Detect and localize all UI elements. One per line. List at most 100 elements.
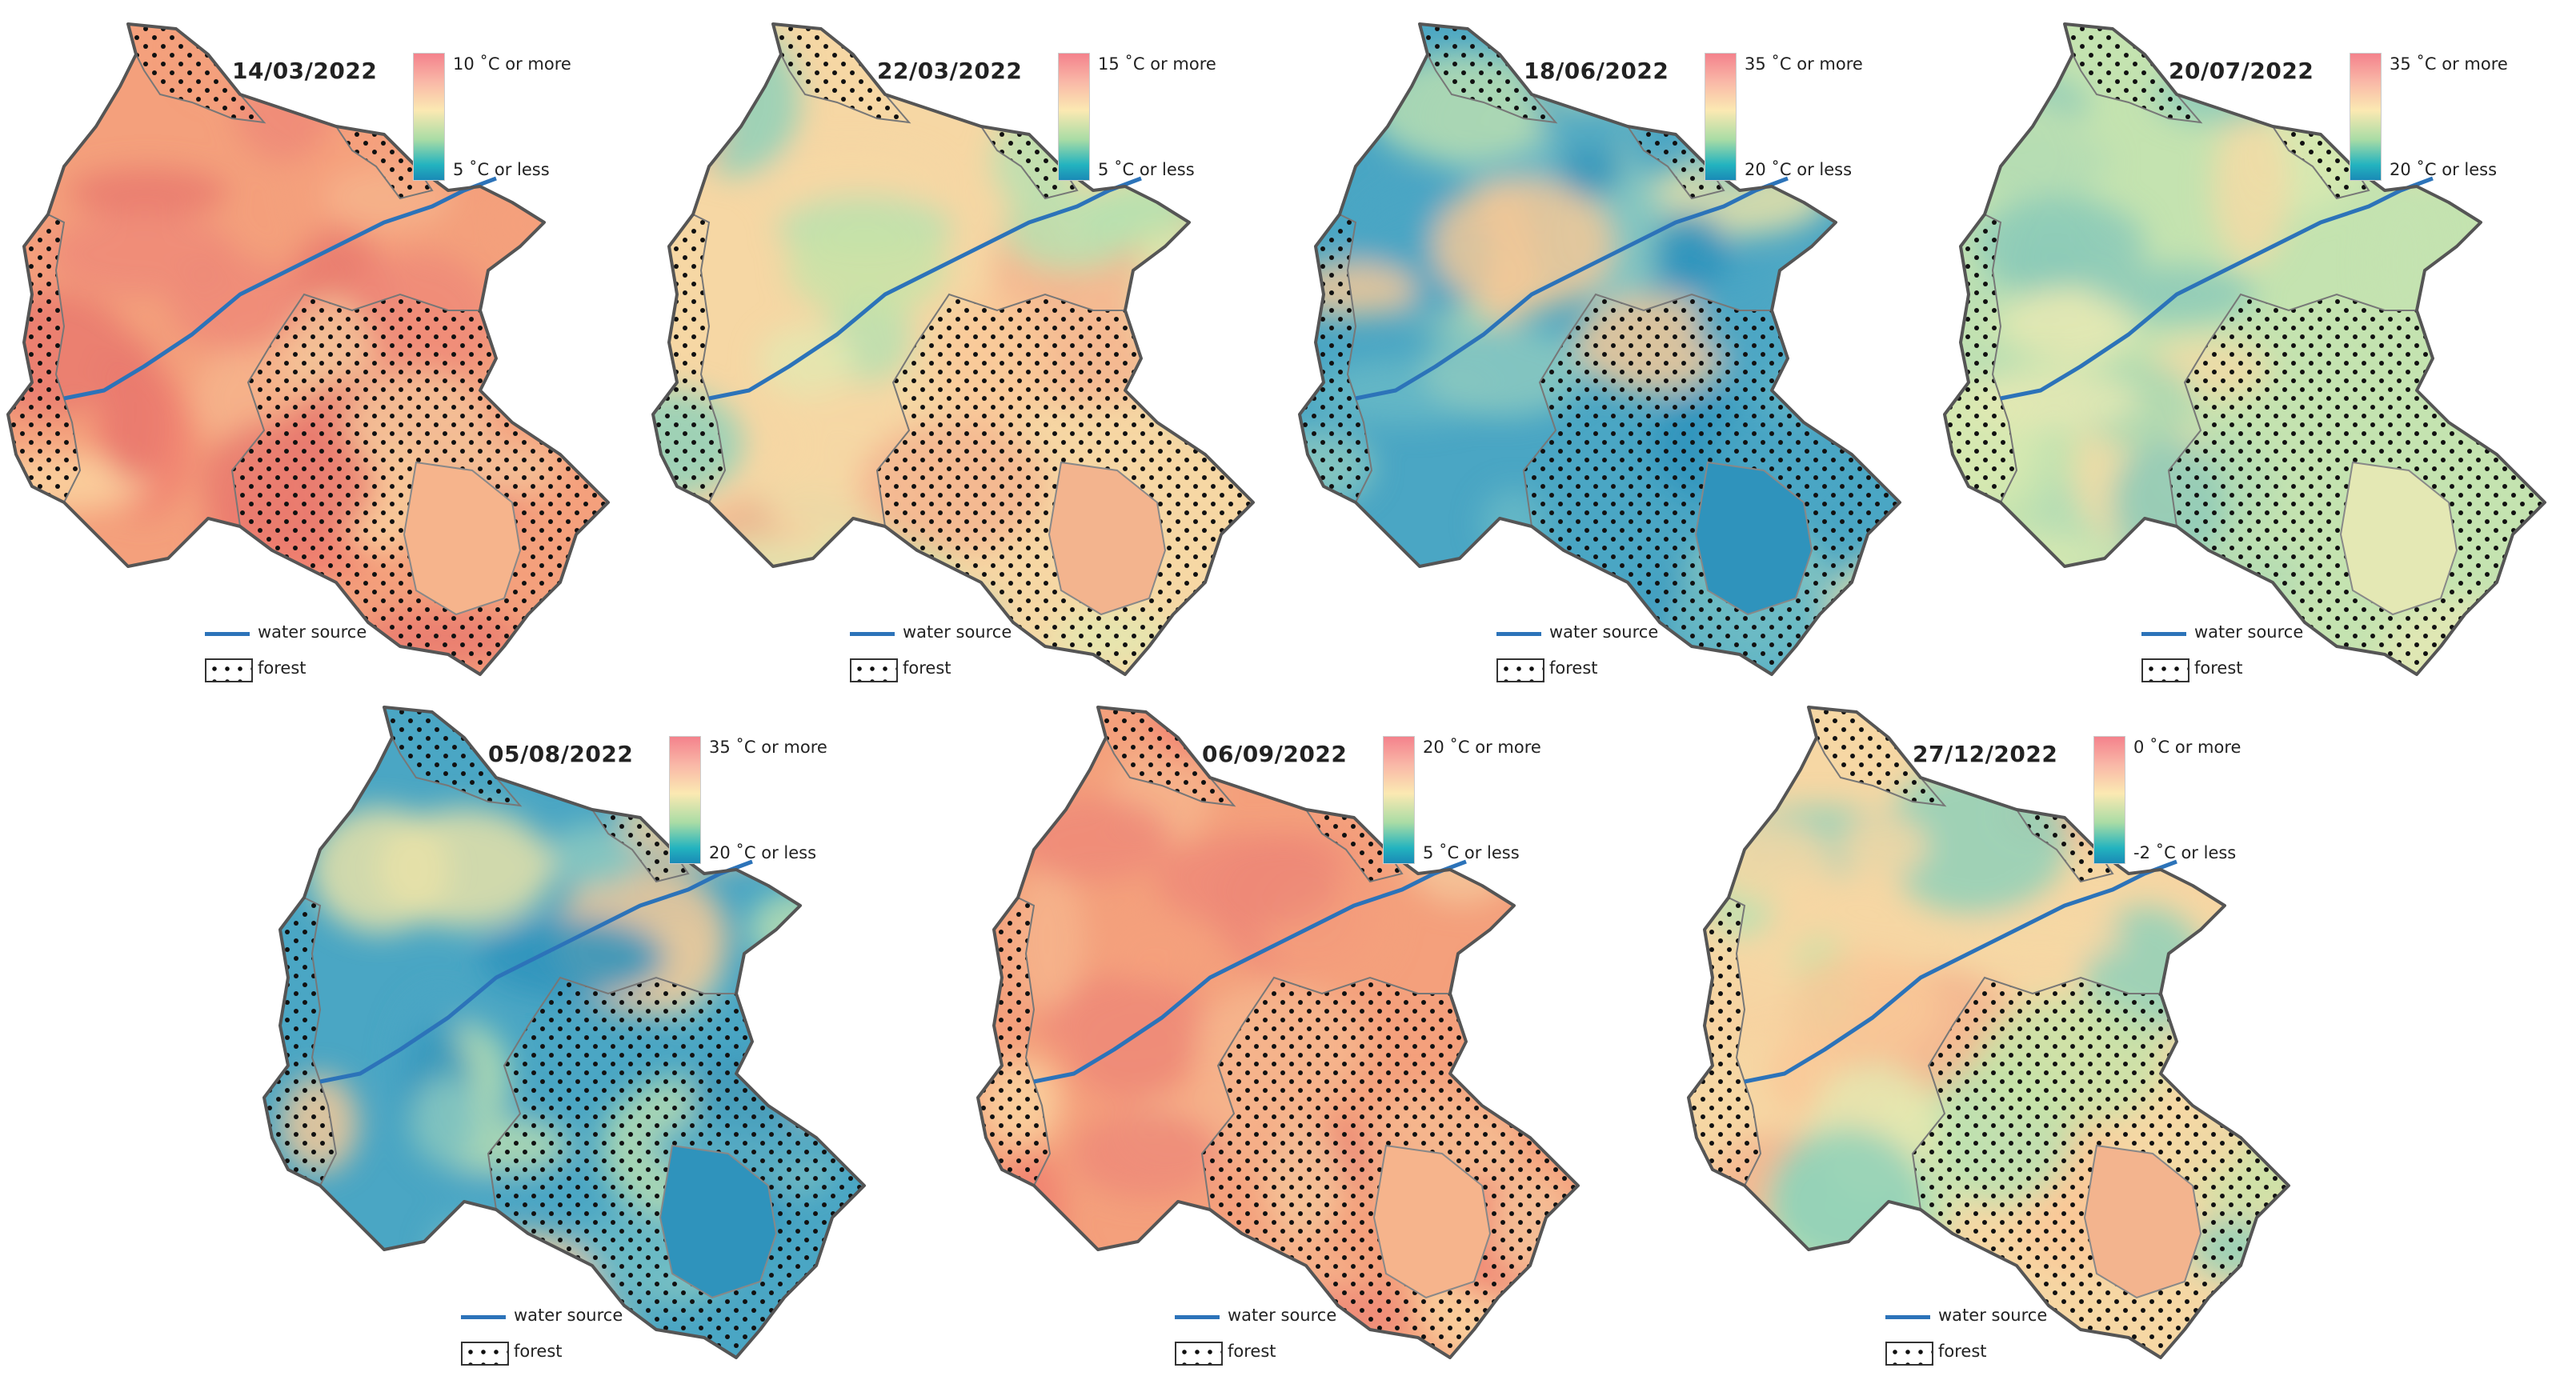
- temperature-patch: [759, 326, 855, 396]
- temperature-patch: [1999, 293, 2136, 354]
- map-date: 22/03/2022: [877, 58, 1023, 84]
- map-date: 18/06/2022: [1524, 58, 1669, 84]
- non-forest-enclave: [1694, 461, 1813, 616]
- forest-legend-symbol: [2141, 658, 2189, 682]
- colour-scale-bar: [1058, 53, 1090, 181]
- temperature-patch: [747, 890, 856, 967]
- region-outline: [1298, 22, 1901, 676]
- temperature-patch: [1432, 178, 1614, 311]
- region-outline: [651, 22, 1255, 676]
- scale-min-label: 5 ˚C or less: [1423, 843, 1520, 862]
- region-outline: [262, 706, 866, 1359]
- scale-max-label: 35 ˚C or more: [2390, 54, 2508, 74]
- temperature-patch: [1951, 127, 2109, 198]
- map-date: 20/07/2022: [2169, 58, 2314, 84]
- temperature-patch: [479, 918, 666, 998]
- water-source-legend-label: water source: [1549, 622, 1659, 642]
- temperature-patch: [1013, 797, 1171, 882]
- forest-legend-label: forest: [903, 658, 951, 678]
- temperature-patch: [100, 338, 166, 483]
- temperature-patch: [375, 808, 553, 929]
- scale-min-label: 20 ˚C or less: [2390, 160, 2498, 179]
- temperature-map: [1687, 706, 2290, 1359]
- colour-scale-bar: [1383, 736, 1415, 864]
- region-outline: [1943, 22, 2546, 676]
- colour-scale-bar: [2350, 53, 2382, 181]
- temperature-patch: [1511, 966, 1578, 1020]
- water-source-river: [1355, 176, 1789, 401]
- temperature-patch: [1652, 211, 1730, 294]
- colour-scale-bar: [1705, 53, 1737, 181]
- water-source-legend-label: water source: [903, 622, 1012, 642]
- scale-min-label: 20 ˚C or less: [1745, 160, 1853, 179]
- forest-legend-label: forest: [2194, 658, 2243, 678]
- water-source-legend-symbol: [1496, 632, 1541, 636]
- scale-max-label: 35 ˚C or more: [709, 738, 827, 757]
- temperature-patch: [2041, 569, 2230, 622]
- water-source-legend-symbol: [1885, 1315, 1930, 1319]
- temperature-map: [976, 706, 1580, 1359]
- temperature-patch: [1136, 234, 1231, 355]
- water-source-legend-symbol: [2141, 632, 2186, 636]
- region-outline: [1687, 706, 2290, 1359]
- map-date: 27/12/2022: [1913, 741, 2058, 767]
- temperature-patch: [2163, 790, 2261, 877]
- forest-legend-label: forest: [514, 1342, 563, 1361]
- temperature-patch: [1472, 940, 1578, 1070]
- map-panel-2: 22/03/2022 15 ˚C or more 5 ˚C or less wa…: [645, 6, 1269, 686]
- forest-legend-symbol: [850, 658, 898, 682]
- temperature-map: [651, 22, 1255, 676]
- forest-legend-label: forest: [1549, 658, 1598, 678]
- temperature-patch: [1557, 138, 1624, 198]
- temperature-patch: [1029, 28, 1184, 122]
- temperature-patch: [1148, 293, 1253, 434]
- non-forest-enclave: [2083, 1144, 2202, 1299]
- temperature-patch: [1785, 951, 1941, 1060]
- temperature-patch: [1969, 370, 2139, 430]
- temperature-patch: [2073, 613, 2149, 673]
- non-forest-enclave: [659, 1144, 778, 1299]
- non-forest-enclave: [2339, 461, 2458, 616]
- forest-legend-symbol: [1496, 658, 1544, 682]
- forest-legend-symbol: [461, 1342, 509, 1366]
- water-source-river: [1033, 859, 1467, 1084]
- scale-max-label: 20 ˚C or more: [1423, 738, 1541, 757]
- water-source-legend-symbol: [461, 1315, 506, 1319]
- water-source-river: [2000, 176, 2434, 401]
- temperature-patch: [758, 147, 944, 215]
- non-forest-enclave: [403, 461, 522, 616]
- non-forest-enclave: [1048, 461, 1167, 616]
- water-source-river: [319, 859, 753, 1084]
- map-panel-5: 05/08/2022 35 ˚C or more 20 ˚C or less w…: [256, 690, 880, 1370]
- temperature-patch: [663, 540, 853, 673]
- temperature-patch: [2212, 109, 2290, 266]
- scale-min-label: 5 ˚C or less: [1098, 160, 1195, 179]
- region-outline: [976, 706, 1580, 1359]
- forest-legend-symbol: [1175, 1342, 1223, 1366]
- colour-scale-bar: [413, 53, 445, 181]
- scale-min-label: 5 ˚C or less: [453, 160, 550, 179]
- temperature-patch: [1156, 833, 1339, 927]
- non-forest-enclave: [1372, 1144, 1492, 1299]
- region-outline: [6, 22, 610, 676]
- temperature-patch: [67, 168, 228, 217]
- water-source-legend-label: water source: [258, 622, 367, 642]
- temperature-map: [262, 706, 866, 1359]
- temperature-patch: [1065, 982, 1199, 1101]
- temperature-map: [6, 22, 610, 676]
- scale-min-label: 20 ˚C or less: [709, 843, 817, 862]
- temperature-patch: [1072, 1110, 1222, 1198]
- temperature-patch: [1300, 560, 1399, 670]
- colour-scale-bar: [669, 736, 701, 864]
- map-panel-3: 18/06/2022 35 ˚C or more 20 ˚C or less w…: [1292, 6, 1916, 686]
- map-date: 05/08/2022: [488, 741, 634, 767]
- temperature-patch: [489, 42, 607, 109]
- water-source-legend-symbol: [1175, 1315, 1220, 1319]
- temperature-patch: [2200, 776, 2289, 888]
- temperature-patch: [1839, 816, 1928, 878]
- water-source-river: [63, 176, 497, 401]
- temperature-patch: [978, 1230, 1080, 1303]
- water-source-river: [708, 176, 1142, 401]
- water-source-legend-label: water source: [1228, 1306, 1337, 1325]
- temperature-patch: [1183, 1246, 1272, 1306]
